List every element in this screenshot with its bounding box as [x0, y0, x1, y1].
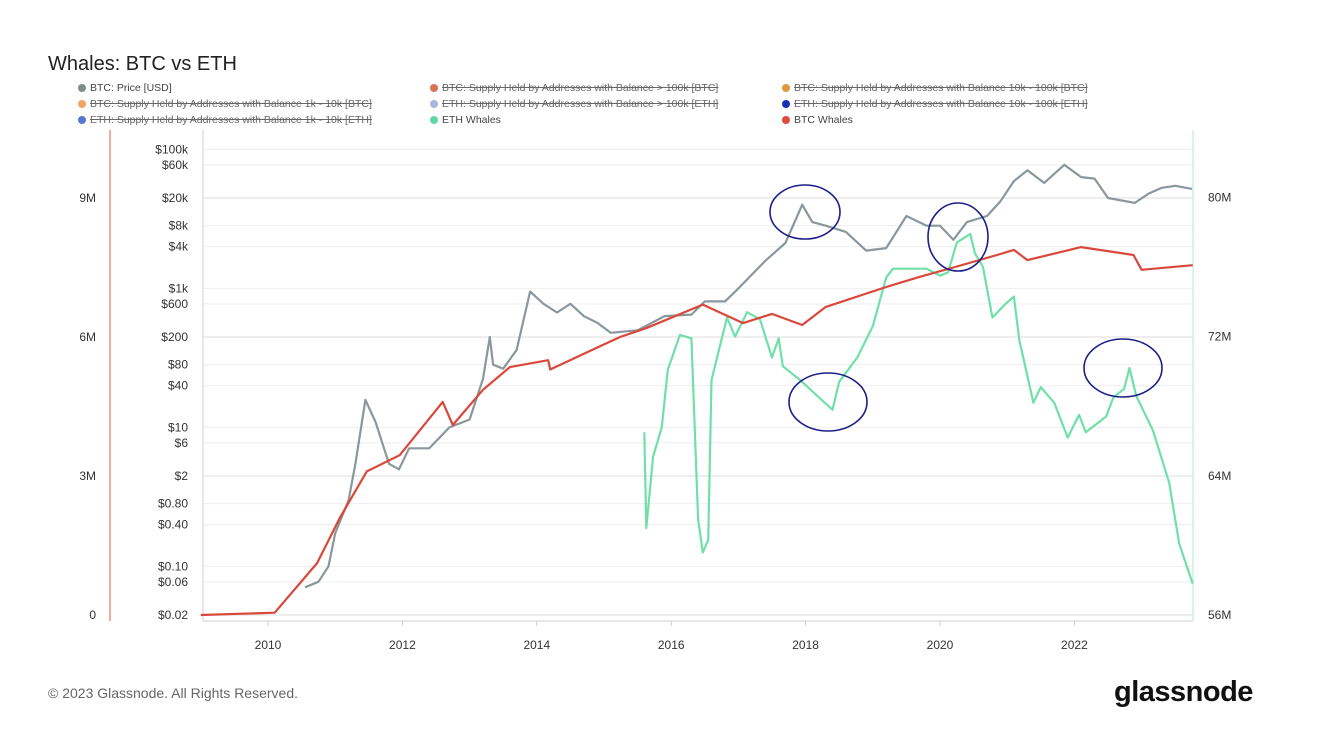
- price-tick-label: $0.06: [158, 575, 188, 589]
- price-tick-label: $600: [161, 297, 188, 311]
- legend-dot-icon: [430, 100, 438, 108]
- legend-dot-icon: [430, 116, 438, 124]
- left-axis-tick-label: 3M: [79, 469, 96, 483]
- legend-dot-icon: [782, 116, 790, 124]
- x-tick-label: 2020: [927, 638, 954, 652]
- price-tick-label: $80: [168, 358, 188, 372]
- left-axis-tick-label: 0: [89, 608, 96, 622]
- x-tick-label: 2014: [523, 638, 550, 652]
- legend-item[interactable]: ETH Whales: [430, 114, 501, 126]
- legend-item[interactable]: BTC Whales: [782, 114, 853, 126]
- left-axis-tick-label: 6M: [79, 330, 96, 344]
- price-tick-label: $40: [168, 379, 188, 393]
- annotation-circle: [1083, 338, 1163, 398]
- legend-item[interactable]: ETH: Supply Held by Addresses with Balan…: [782, 98, 1088, 110]
- price-tick-label: $2: [175, 469, 189, 483]
- price-tick-label: $20k: [162, 191, 189, 205]
- price-tick-label: $0.10: [158, 559, 188, 573]
- annotation-circle: [769, 184, 841, 240]
- chart-title: Whales: BTC vs ETH: [48, 53, 237, 75]
- legend-dot-icon: [430, 84, 438, 92]
- right-axis-tick-label: 56M: [1208, 608, 1231, 622]
- legend-item[interactable]: ETH: Supply Held by Addresses with Balan…: [78, 114, 372, 126]
- legend-dot-icon: [782, 84, 790, 92]
- series-line-eth-whales: [643, 232, 1194, 585]
- legend-item[interactable]: BTC: Price [USD]: [78, 82, 172, 94]
- legend-label: ETH: Supply Held by Addresses with Balan…: [794, 98, 1088, 110]
- legend-dot-icon: [782, 100, 790, 108]
- legend-item[interactable]: BTC: Supply Held by Addresses with Balan…: [430, 82, 718, 94]
- glassnode-logo: glassnode: [1114, 676, 1253, 708]
- x-tick-label: 2022: [1061, 638, 1088, 652]
- legend: BTC: Price [USD] BTC: Supply Held by Addr…: [0, 0, 1328, 130]
- legend-label: ETH: Supply Held by Addresses with Balan…: [442, 98, 719, 110]
- price-tick-label: $1k: [169, 281, 189, 295]
- right-axis-tick-label: 72M: [1208, 330, 1231, 344]
- x-tick-label: 2016: [658, 638, 685, 652]
- legend-dot-icon: [78, 84, 86, 92]
- legend-label: BTC: Supply Held by Addresses with Balan…: [794, 82, 1088, 94]
- price-tick-label: $0.02: [158, 608, 188, 622]
- copyright-footer: © 2023 Glassnode. All Rights Reserved.: [48, 685, 299, 701]
- right-axis-tick-label: 80M: [1208, 190, 1231, 204]
- legend-label: BTC: Supply Held by Addresses with Balan…: [442, 82, 719, 94]
- x-tick-label: 2012: [389, 638, 416, 652]
- legend-dot-icon: [78, 100, 86, 108]
- legend-label: BTC: Supply Held by Addresses with Balan…: [90, 98, 372, 110]
- legend-label: BTC Whales: [794, 114, 853, 126]
- price-tick-label: $10: [168, 420, 188, 434]
- legend-item[interactable]: BTC: Supply Held by Addresses with Balan…: [78, 98, 372, 110]
- legend-label: ETH: Supply Held by Addresses with Balan…: [90, 114, 372, 126]
- price-tick-label: $100k: [155, 142, 189, 156]
- legend-dot-icon: [78, 116, 86, 124]
- left-axis-tick-label: 9M: [79, 191, 96, 205]
- right-axis-tick-label: 64M: [1208, 469, 1231, 483]
- series-line-btc-price-usd-: [304, 163, 1193, 589]
- x-tick-label: 2018: [792, 638, 819, 652]
- price-tick-label: $0.80: [158, 497, 188, 511]
- price-tick-label: $8k: [169, 219, 189, 233]
- price-tick-label: $6: [175, 436, 189, 450]
- legend-label: BTC: Price [USD]: [90, 82, 172, 94]
- x-tick-label: 2010: [255, 638, 282, 652]
- price-tick-label: $60k: [162, 158, 189, 172]
- legend-item[interactable]: BTC: Supply Held by Addresses with Balan…: [782, 82, 1088, 94]
- series-line-btc-whales: [200, 246, 1193, 617]
- legend-label: ETH Whales: [442, 114, 501, 126]
- legend-item[interactable]: ETH: Supply Held by Addresses with Balan…: [430, 98, 718, 110]
- price-tick-label: $4k: [169, 240, 189, 254]
- annotation-circle: [788, 372, 868, 432]
- price-tick-label: $0.40: [158, 518, 188, 532]
- annotation-circle: [927, 202, 989, 272]
- price-tick-label: $200: [161, 330, 188, 344]
